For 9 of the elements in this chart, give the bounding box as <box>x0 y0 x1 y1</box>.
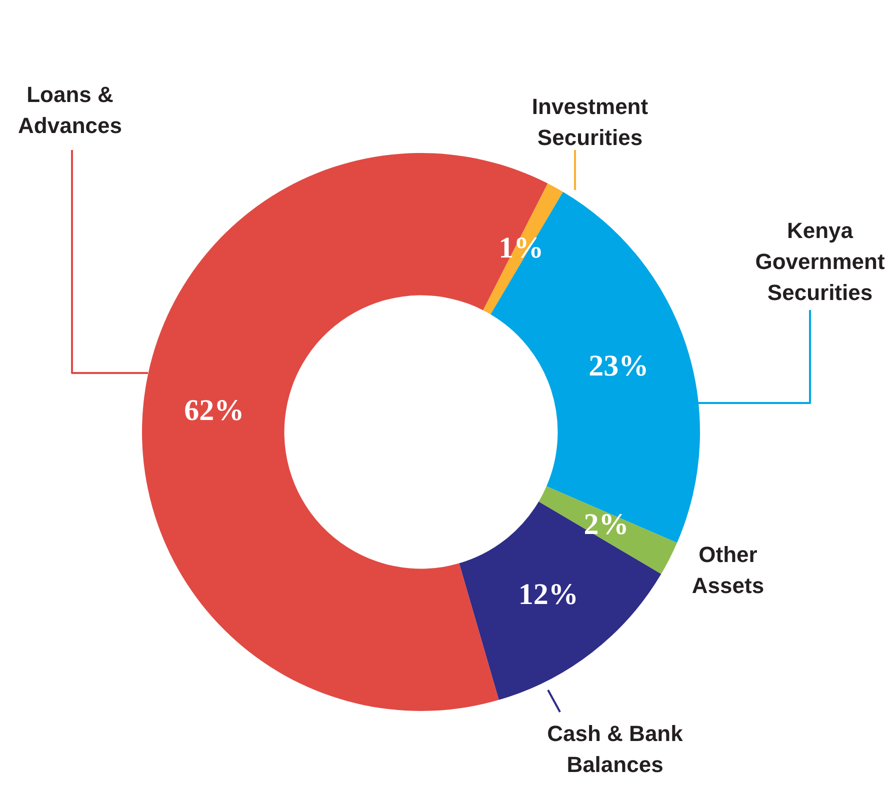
slice-label: Kenya Government Securities <box>755 218 886 306</box>
slice-label: Loans & Advances <box>18 82 122 138</box>
data-label: 62% <box>184 394 244 428</box>
slice-label: Other Assets <box>692 542 764 598</box>
data-label: 2% <box>584 508 629 542</box>
data-label: 23% <box>588 350 649 383</box>
slice-label: Investment Securities <box>532 94 649 150</box>
slice-label: Cash & Bank Balances <box>547 721 684 778</box>
data-label: 12% <box>518 578 578 611</box>
